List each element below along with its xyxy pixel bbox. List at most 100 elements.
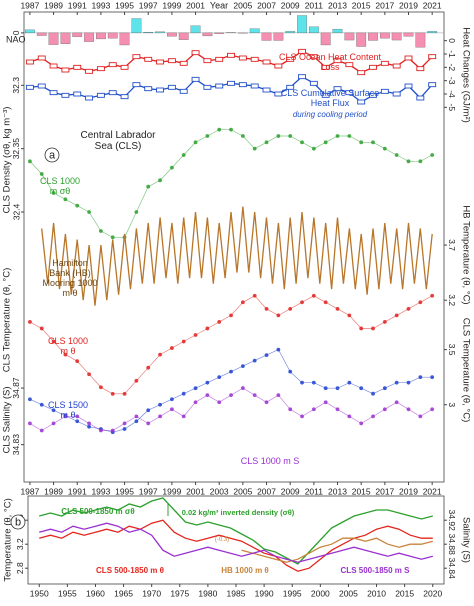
point (217, 127, 222, 132)
point (169, 397, 174, 402)
series-line (39, 519, 433, 572)
point (300, 414, 304, 419)
point (87, 210, 91, 214)
point (288, 407, 293, 412)
marker (262, 87, 271, 93)
x-tick-label: 2005 (233, 486, 252, 496)
point (110, 391, 115, 396)
marker (298, 48, 306, 54)
point (311, 146, 316, 151)
point (28, 397, 32, 402)
series-line (39, 522, 433, 563)
bar (48, 32, 59, 45)
marker (25, 59, 34, 65)
marker (25, 84, 34, 90)
bar (96, 32, 106, 40)
x-tick-label: 2011 (305, 0, 324, 10)
label: CLS 500-1850 m S (340, 566, 410, 575)
marker (380, 60, 389, 66)
point (146, 184, 151, 189)
marker (203, 58, 212, 64)
label: CLS Ocean Heat Content Loss (278, 52, 382, 72)
marker (321, 64, 330, 70)
y-tick-label: -5 (447, 104, 457, 112)
point (193, 140, 198, 145)
bar (391, 32, 402, 41)
x-tick-label: 1970 (142, 588, 161, 598)
bar (249, 28, 260, 34)
marker (156, 87, 165, 93)
axis-title: Temperature (θ, °C) (3, 498, 14, 582)
x-tick-label: 1965 (114, 588, 133, 598)
point (229, 369, 233, 374)
point (430, 153, 435, 157)
x-tick-label: 2021 (423, 0, 442, 10)
marker (37, 83, 46, 89)
point (205, 393, 210, 398)
marker (191, 50, 200, 56)
bar (119, 32, 130, 46)
panel-label: b (15, 516, 21, 528)
bar (368, 32, 378, 41)
point (335, 407, 340, 412)
point (382, 386, 387, 391)
point (418, 414, 423, 419)
marker (345, 62, 354, 68)
point (264, 353, 269, 358)
point (75, 203, 80, 208)
point (371, 391, 375, 396)
point (63, 352, 68, 357)
y-tick-label: 32.3 (11, 77, 21, 94)
axis-title: CLS Salinity (S) (2, 386, 13, 453)
point (28, 320, 32, 324)
label: CLS 1000 m σθ (39, 176, 81, 196)
point (252, 146, 257, 151)
point (252, 358, 257, 363)
y-tick-label: 32.4 (11, 203, 21, 220)
point (382, 320, 387, 324)
point (181, 153, 186, 157)
marker (96, 66, 105, 72)
point (28, 421, 32, 426)
x-tick-label: 2003 (210, 486, 229, 496)
bar (285, 31, 296, 34)
point (75, 419, 80, 424)
bar (178, 32, 189, 40)
y-tick-label: -2 (447, 64, 457, 72)
marker (392, 91, 401, 97)
bar (261, 32, 272, 41)
x-tick-label: 2015 (352, 0, 371, 10)
y-tick-label: -1 (447, 50, 457, 58)
x-tick-label: 2013 (328, 486, 347, 496)
point (99, 229, 103, 233)
marker (227, 80, 235, 86)
point (394, 380, 399, 385)
bar (155, 31, 165, 34)
marker (144, 56, 153, 62)
y-tick-label: 3.2 (15, 538, 25, 550)
point (240, 364, 245, 369)
x-tick-label: 2000 (311, 588, 330, 598)
marker (85, 68, 94, 74)
point (430, 407, 435, 412)
point (134, 419, 139, 424)
x-tick-label: 1989 (44, 0, 63, 10)
y-tick-label: 2.8 (15, 562, 25, 574)
x-tick-label: 2001 (186, 486, 205, 496)
point (323, 300, 328, 305)
bar (297, 15, 307, 34)
x-tick-label: 1989 (44, 486, 63, 496)
point (217, 400, 222, 405)
marker (309, 54, 318, 60)
point (205, 380, 210, 385)
panel-badge (10, 514, 26, 530)
point (382, 407, 387, 412)
marker (333, 58, 342, 64)
marker (120, 64, 129, 70)
point (158, 414, 162, 419)
x-tick-label: 1999 (162, 486, 181, 496)
point (217, 375, 222, 380)
point (51, 191, 56, 195)
point (169, 407, 174, 412)
